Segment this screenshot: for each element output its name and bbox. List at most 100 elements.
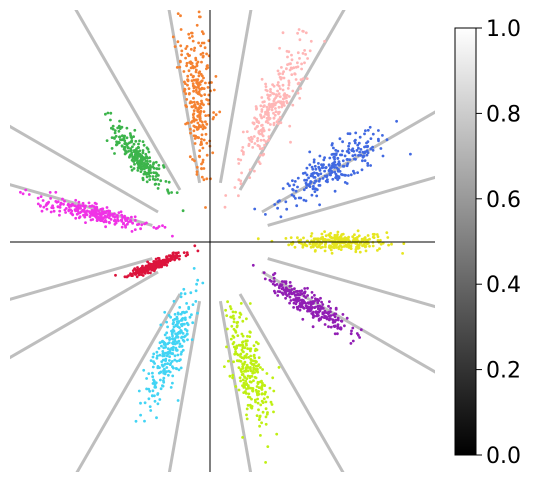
data-point [247, 144, 251, 148]
data-point [184, 122, 188, 126]
data-point [139, 401, 142, 405]
data-point [347, 242, 351, 246]
data-point [266, 411, 269, 414]
data-point [334, 306, 338, 310]
data-point [120, 225, 124, 229]
data-point [336, 169, 340, 173]
data-point [199, 80, 203, 83]
data-point [185, 251, 189, 255]
data-point [118, 119, 121, 123]
data-point [158, 366, 161, 369]
data-point [269, 400, 273, 404]
data-point [270, 280, 273, 283]
data-point [323, 309, 327, 313]
data-point [109, 111, 113, 115]
data-point [341, 232, 345, 236]
data-point [136, 267, 140, 271]
data-point [205, 153, 209, 157]
data-point [116, 126, 120, 130]
colorbar-tick-label: 0.0 [486, 444, 521, 469]
data-point [166, 325, 170, 329]
data-point [151, 382, 155, 385]
data-point [241, 146, 245, 149]
data-point [313, 314, 316, 318]
data-point [195, 173, 199, 176]
data-point [261, 126, 265, 130]
data-point [129, 135, 133, 139]
data-point [314, 179, 318, 183]
data-point [147, 387, 151, 391]
data-point [173, 339, 177, 343]
data-point [285, 49, 289, 53]
data-point [256, 342, 260, 346]
data-point [155, 416, 158, 420]
data-point [187, 87, 191, 90]
data-point [153, 183, 157, 186]
data-point [256, 381, 260, 385]
data-point [196, 121, 200, 125]
data-point [198, 15, 202, 19]
data-point [237, 388, 241, 392]
data-point [255, 414, 259, 417]
data-point [129, 165, 133, 169]
data-point [104, 112, 107, 116]
data-point [238, 315, 242, 319]
data-point [276, 200, 280, 204]
data-point [273, 203, 277, 206]
data-point [243, 355, 247, 358]
data-point [319, 172, 323, 176]
data-point [323, 169, 326, 173]
data-point [293, 245, 297, 249]
data-point [133, 128, 137, 132]
data-point [114, 273, 117, 277]
data-point [323, 249, 327, 253]
data-point [272, 389, 276, 393]
data-point [313, 164, 317, 168]
data-point [170, 257, 174, 261]
data-point [328, 168, 331, 172]
data-point [231, 334, 235, 338]
data-point [160, 360, 164, 363]
data-point [303, 242, 307, 246]
data-point [132, 271, 136, 275]
data-point [145, 180, 149, 184]
data-point [347, 144, 350, 148]
data-point [278, 95, 282, 99]
data-point [198, 116, 202, 120]
data-point [327, 164, 331, 167]
data-point [290, 288, 294, 291]
data-point [281, 31, 285, 35]
data-point [67, 209, 71, 213]
data-point [171, 251, 175, 255]
data-point [298, 308, 302, 312]
data-point [244, 390, 247, 393]
data-point [193, 244, 197, 248]
data-point [244, 379, 248, 383]
data-point [254, 367, 257, 371]
data-point [345, 182, 349, 185]
data-point [252, 363, 256, 367]
data-point [401, 252, 404, 255]
data-point [256, 139, 259, 143]
data-point [125, 126, 129, 130]
data-point [200, 41, 204, 45]
data-point [277, 366, 281, 369]
data-point [306, 57, 309, 60]
data-point [305, 178, 308, 182]
data-point [258, 145, 261, 148]
data-point [157, 163, 161, 167]
data-point [376, 235, 380, 239]
data-point [149, 409, 153, 412]
data-point [315, 188, 319, 192]
data-point [149, 271, 152, 275]
data-point [402, 242, 406, 246]
data-point [264, 407, 268, 411]
data-point [255, 385, 259, 388]
data-point [145, 146, 149, 150]
data-point [197, 106, 200, 110]
data-point [81, 204, 85, 208]
data-point [197, 74, 201, 78]
data-point [291, 89, 295, 93]
data-point [295, 204, 299, 208]
data-point [307, 176, 310, 180]
